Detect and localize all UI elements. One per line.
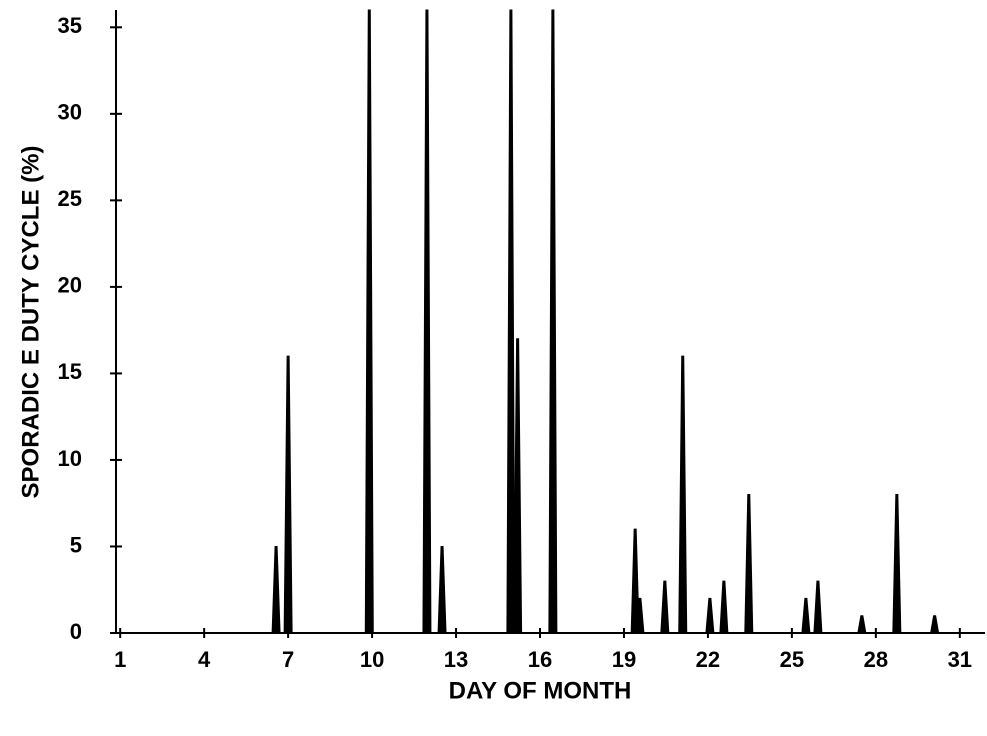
y-tick-label: 30 [58,100,82,125]
spike [801,597,811,634]
y-tick-label: 0 [70,619,82,644]
y-tick-label: 15 [58,359,82,384]
x-tick-label: 1 [114,647,126,672]
x-tick-label: 16 [528,647,552,672]
x-tick-label: 10 [360,647,384,672]
x-tick-label: 28 [864,647,888,672]
spike [678,355,688,634]
spike [364,9,374,634]
x-axis-title: DAY OF MONTH [449,677,632,704]
spike [422,9,432,634]
y-tick-label: 5 [70,532,82,557]
spike [813,580,823,634]
spike [719,580,729,634]
spike [857,615,867,634]
y-tick-label: 20 [58,273,82,298]
spike [506,9,516,634]
y-axis-title: SPORADIC E DUTY CYCLE (%) [17,146,44,499]
x-tick-label: 4 [198,647,211,672]
y-tick-label: 35 [58,13,82,38]
spike [635,597,645,634]
x-tick-label: 31 [948,647,972,672]
y-tick-label: 25 [58,186,82,211]
spike [283,355,293,634]
x-tick-label: 25 [780,647,804,672]
x-tick-label: 7 [282,647,294,672]
spike [513,338,523,634]
spike [744,494,754,634]
spike [271,545,281,634]
x-tick-label: 13 [444,647,468,672]
spike [660,580,670,634]
spike [705,597,715,634]
spike [892,494,902,634]
y-tick-label: 10 [58,446,82,471]
x-tick-label: 22 [696,647,720,672]
spike [437,545,447,634]
spike [548,9,558,634]
x-tick-label: 19 [612,647,636,672]
spike [930,615,940,634]
